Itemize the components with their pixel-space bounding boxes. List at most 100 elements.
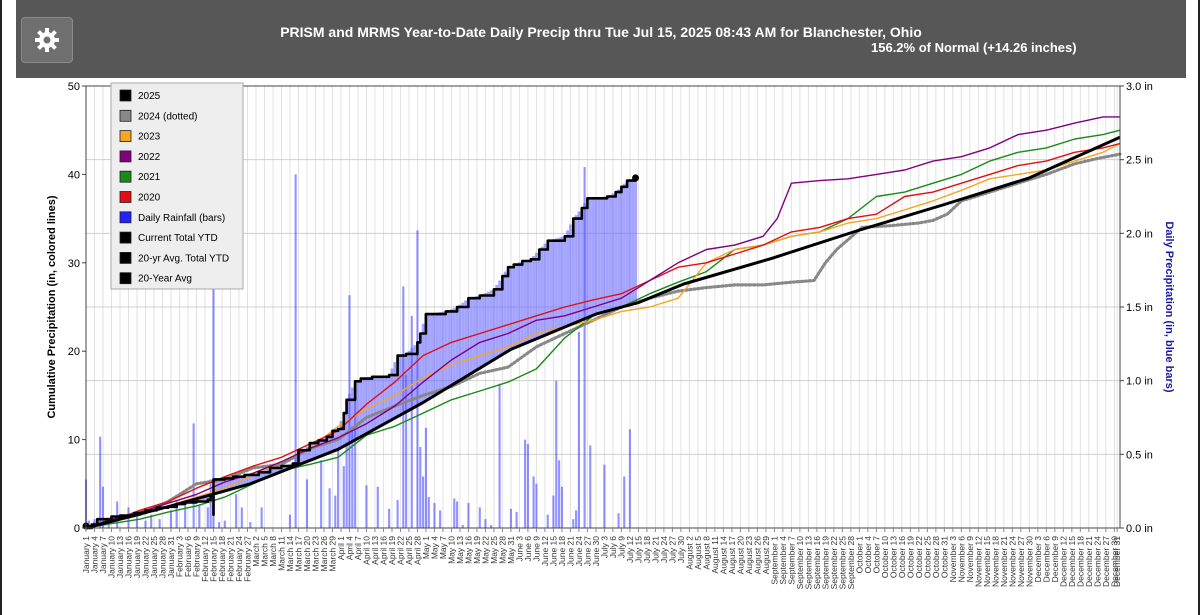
daily-bar <box>337 449 340 528</box>
daily-bar <box>461 525 464 528</box>
y2-tick-label: 1.5 in <box>1126 302 1153 314</box>
x-tick-label: August 23 <box>744 536 754 575</box>
x-tick-label: January 1 <box>81 536 91 574</box>
daily-bar <box>552 495 555 528</box>
x-tick-label: November 9 <box>965 536 975 583</box>
legend-item[interactable]: 2024 (dotted) <box>119 109 198 122</box>
x-tick-label: October 4 <box>863 536 873 574</box>
daily-bar <box>410 315 413 528</box>
daily-bar <box>240 507 243 528</box>
legend-item[interactable]: 20-Year Avg <box>119 272 192 285</box>
legend-item[interactable]: 2020 <box>119 191 161 204</box>
x-tick-label: March 2 <box>251 536 261 567</box>
x-tick-label: November 27 <box>1016 536 1026 587</box>
daily-bar <box>509 508 512 528</box>
daily-bar <box>342 466 345 528</box>
daily-bar <box>150 514 153 528</box>
x-tick-label: December 31 <box>1112 536 1122 587</box>
x-tick-label: March 5 <box>260 536 270 567</box>
daily-bar <box>617 513 620 528</box>
daily-bar <box>555 380 558 528</box>
x-tick-label: July 27 <box>667 536 677 563</box>
x-tick-label: November 24 <box>1007 536 1017 587</box>
x-tick-label: September 22 <box>829 536 839 590</box>
x-tick-label: October 13 <box>888 536 898 578</box>
x-tick-label: September 1 <box>769 536 779 585</box>
x-tick-label: May 19 <box>472 536 482 564</box>
daily-bar <box>376 486 379 528</box>
daily-bar <box>532 476 535 528</box>
x-tick-label: October 16 <box>897 536 907 578</box>
y2-tick-label: 3.0 in <box>1126 81 1153 93</box>
x-tick-label: April 1 <box>336 536 346 560</box>
daily-bar <box>453 498 456 528</box>
x-tick-label: June 21 <box>565 536 575 567</box>
daily-bar <box>107 522 110 528</box>
x-tick-label: April 25 <box>404 536 414 565</box>
x-tick-label: July 6 <box>608 536 618 558</box>
x-tick-label: August 11 <box>710 536 720 574</box>
legend-label: 20-Year Avg <box>138 274 192 285</box>
legend-item[interactable]: Current Total YTD <box>119 231 218 244</box>
x-tick-label: February 15 <box>209 536 219 582</box>
x-tick-label: April 7 <box>353 536 363 560</box>
legend-label: Daily Rainfall (bars) <box>138 213 225 224</box>
chart-title: PRISM and MRMS Year-to-Date Daily Precip… <box>280 24 922 40</box>
daily-bar <box>623 476 626 528</box>
daily-bar <box>388 508 391 528</box>
y2-tick-label: 1.0 in <box>1126 376 1153 388</box>
x-tick-label: January 25 <box>149 536 159 578</box>
legend-item[interactable]: 2023 <box>119 130 161 143</box>
legend-swatch <box>119 191 132 203</box>
daily-bar <box>218 522 221 528</box>
x-tick-label: July 21 <box>650 536 660 563</box>
daily-bar <box>345 442 348 528</box>
legend-item[interactable]: 2021 <box>119 170 161 183</box>
daily-bar <box>484 519 487 528</box>
daily-bar <box>116 501 119 528</box>
x-tick-label: January 4 <box>90 536 100 574</box>
x-tick-label: June 9 <box>531 536 541 562</box>
legend-swatch <box>119 170 132 183</box>
x-tick-label: August 20 <box>735 536 745 575</box>
x-tick-label: November 3 <box>948 536 958 583</box>
daily-bar <box>515 511 518 528</box>
y-tick-label: 50 <box>68 81 80 93</box>
x-tick-label: December 18 <box>1075 536 1085 587</box>
x-tick-label: August 5 <box>693 536 703 570</box>
x-tick-label: September 4 <box>778 536 788 585</box>
x-tick-label: May 1 <box>421 536 431 559</box>
settings-button[interactable] <box>21 17 73 63</box>
daily-bar <box>288 514 292 528</box>
x-tick-label: December 24 <box>1092 536 1102 587</box>
legend-item[interactable]: 20-yr Avg. Total YTD <box>119 251 229 264</box>
percent-of-normal: 156.2% of Normal (+14.26 inches) <box>871 40 1077 55</box>
x-tick-label: July 9 <box>616 536 626 558</box>
axes: 0 10 20 30 40 50 0.0 in 0.5 in 1.0 in 1.5 in 2.0 i… <box>68 81 1153 535</box>
daily-bar <box>439 510 442 528</box>
legend-item[interactable]: 2022 <box>119 150 161 163</box>
daily-bar <box>184 505 187 528</box>
x-tick-label: June 15 <box>548 536 558 567</box>
daily-bar <box>101 486 105 528</box>
x-tick-label: October 7 <box>871 536 881 574</box>
current-total-marker <box>632 174 640 182</box>
x-tick-label: April 16 <box>379 536 389 565</box>
x-tick-label: June 6 <box>523 536 533 562</box>
x-tick-label: October 19 <box>905 536 915 578</box>
daily-bar <box>583 167 586 529</box>
x-tick-label: August 14 <box>718 536 728 575</box>
daily-bar <box>249 522 252 528</box>
daily-bar <box>419 446 422 528</box>
y2-tick-label: 0.0 in <box>1126 523 1153 535</box>
x-tick-label: September 7 <box>786 536 796 585</box>
legend-swatch <box>119 89 132 102</box>
legend-item[interactable]: 2025 <box>119 89 161 102</box>
legend-item[interactable]: Daily Rainfall (bars) <box>119 211 225 224</box>
legend: 2025 2024 (dotted) 2023 2022 2021 2020 Daily R… <box>110 82 244 290</box>
x-tick-label: September 28 <box>846 536 856 590</box>
x-tick-label: October 25 <box>922 536 932 578</box>
x-tick-label: November 12 <box>973 536 983 587</box>
y2-tick-label: 0.5 in <box>1126 449 1153 461</box>
